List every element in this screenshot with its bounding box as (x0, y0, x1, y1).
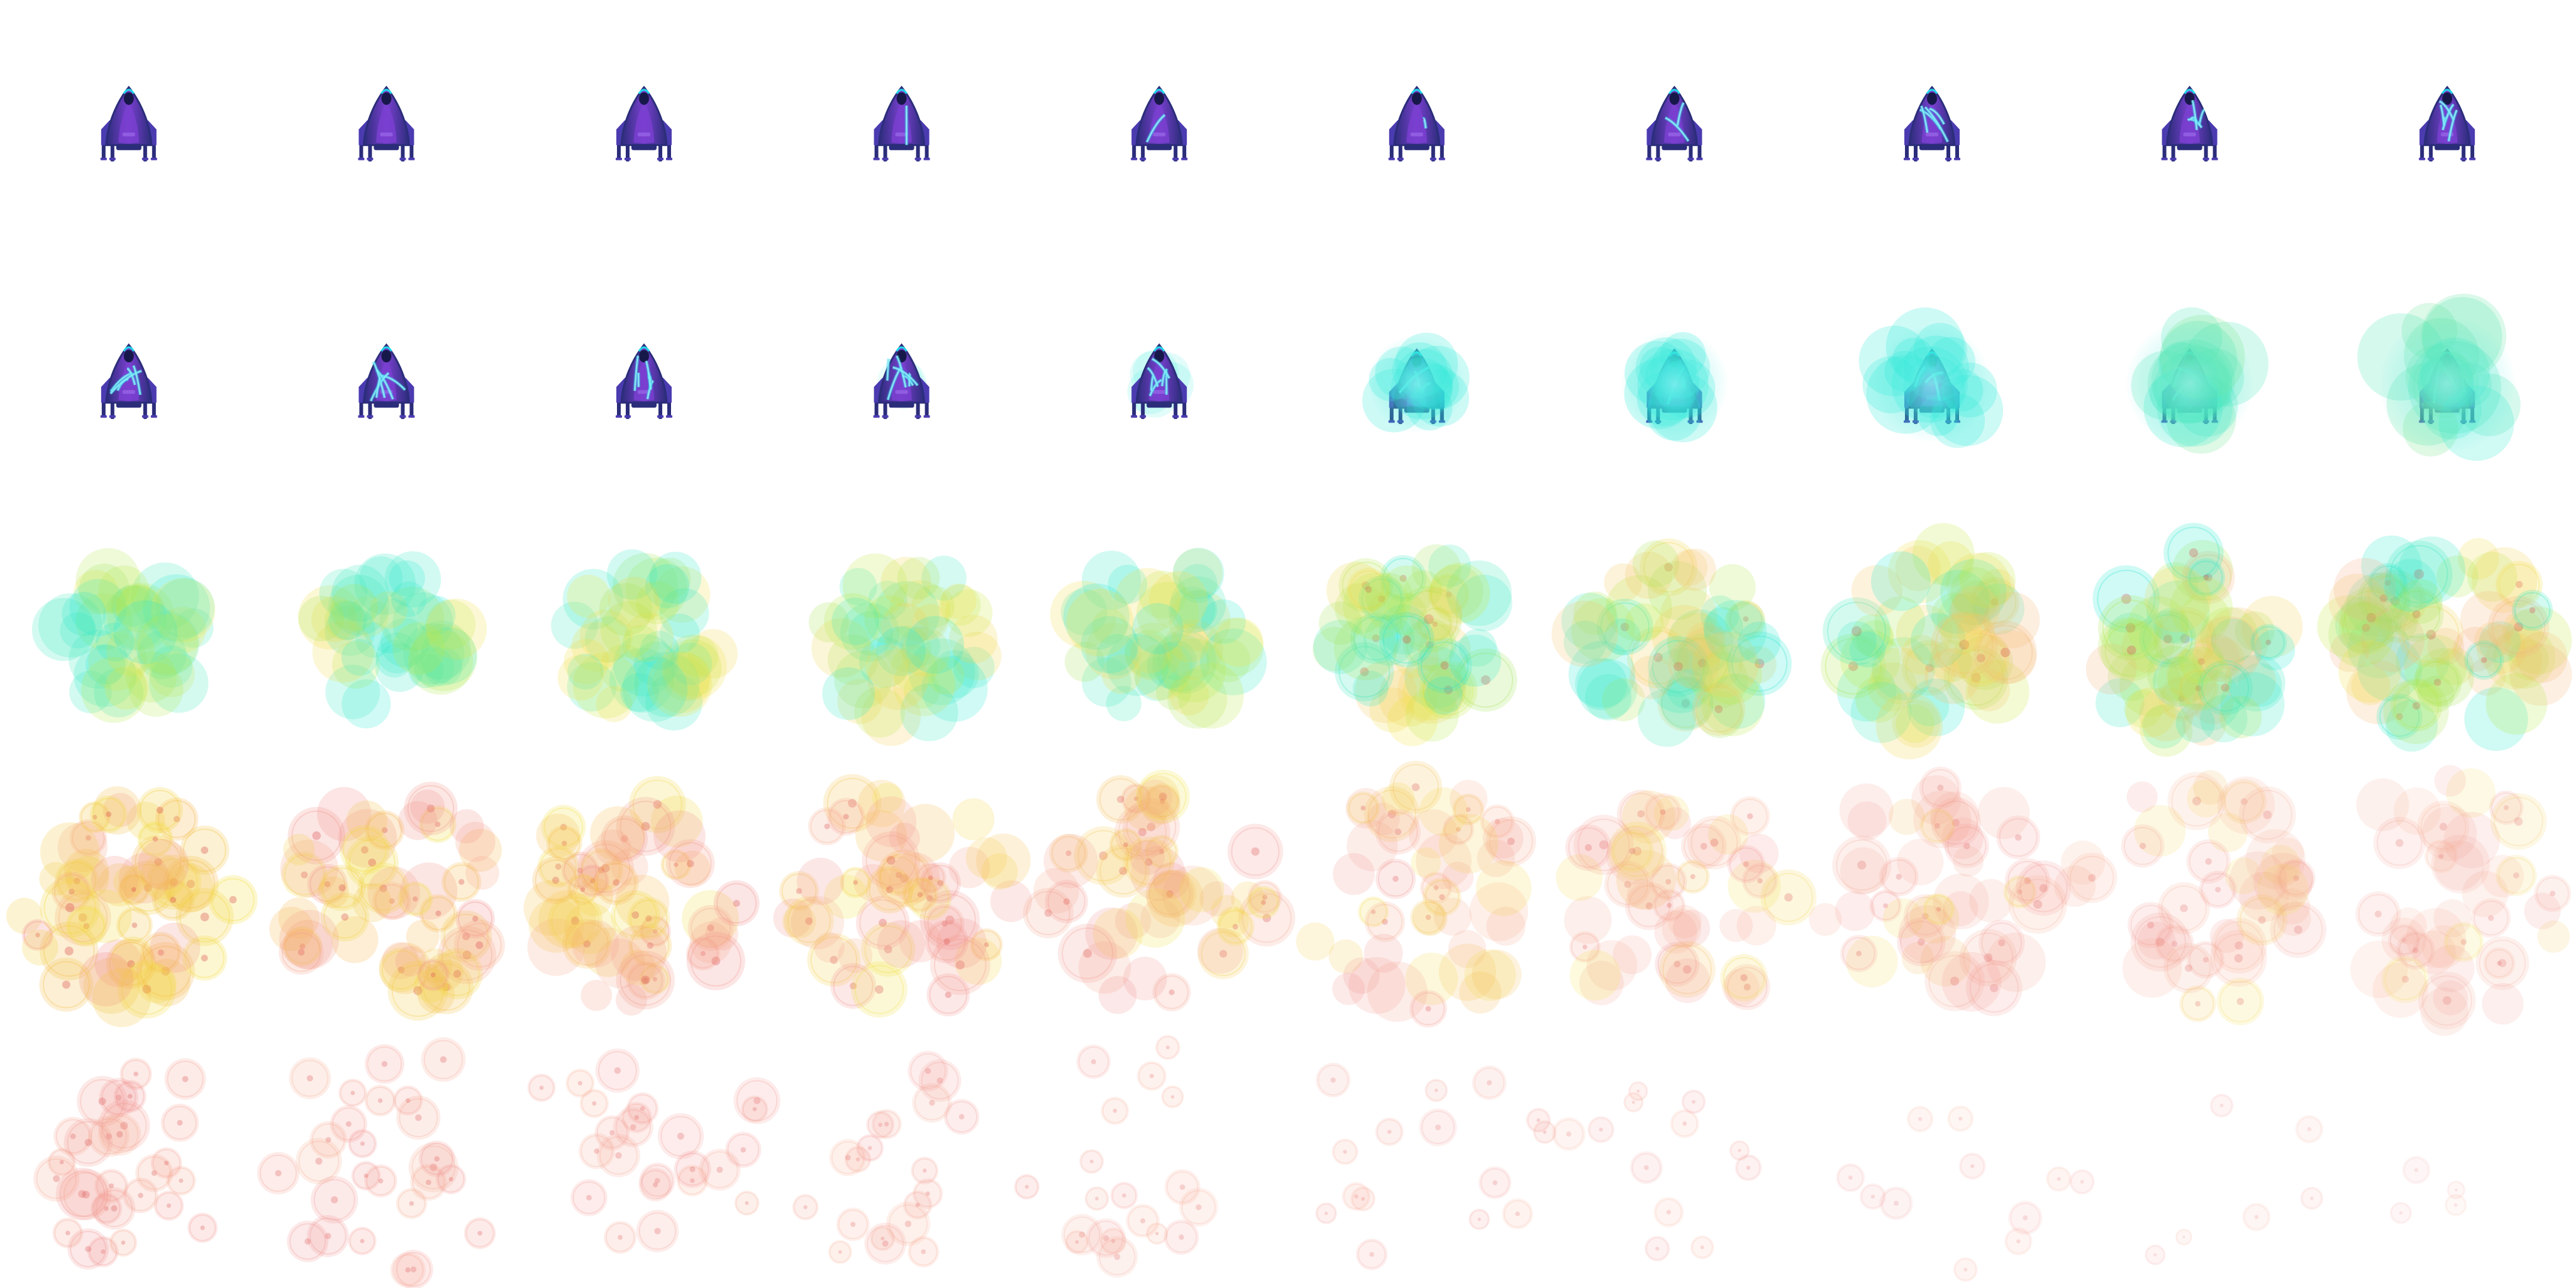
frame-43 (527, 1048, 780, 1254)
ship-sprite-4 (873, 86, 930, 162)
ship-sprite-2 (358, 86, 415, 162)
ship-sprite-5 (1131, 86, 1188, 162)
frame-9 (2161, 86, 2218, 162)
frame-30 (2317, 535, 2572, 752)
frame-34 (773, 774, 1032, 1018)
frame-36 (1296, 760, 1536, 1028)
frame-17 (1620, 330, 1729, 443)
frame-5 (1131, 86, 1188, 162)
frame-3 (616, 86, 672, 162)
frame-47 (1552, 1081, 1762, 1262)
frame-32 (269, 781, 505, 1021)
frame-44 (792, 1050, 1040, 1268)
frame-20 (2357, 293, 2521, 461)
frame-1 (100, 86, 157, 162)
frame-10 (2419, 86, 2476, 162)
ship-sprite-6 (1388, 86, 1445, 162)
frame-41 (33, 1057, 218, 1270)
frame-37 (1556, 789, 1817, 1011)
frame-15 (1127, 343, 1194, 419)
frame-6 (1388, 86, 1445, 162)
ship-sprite-1 (100, 86, 157, 162)
ship-sprite-3 (616, 86, 672, 162)
ship-sprite-15 (1131, 343, 1188, 419)
ship-sprite-8 (1904, 86, 1960, 162)
frame-28 (1820, 523, 2040, 760)
frame-49 (2069, 1093, 2324, 1265)
frame-13 (616, 343, 672, 419)
frame-12 (358, 343, 415, 419)
frame-21 (31, 548, 216, 723)
frame-26 (1313, 544, 1518, 747)
frame-16 (1362, 332, 1470, 433)
frame-38 (1809, 767, 2072, 1016)
frame-40 (2350, 765, 2572, 1036)
frame-23 (551, 549, 738, 731)
frame-29 (2085, 523, 2303, 757)
frame-42 (257, 1037, 496, 1288)
frame-19 (2125, 307, 2268, 454)
frame-24 (808, 553, 1002, 747)
ship-sprite-14 (873, 343, 930, 419)
frame-46 (1315, 1062, 1557, 1270)
ship-sprite-12 (358, 343, 415, 419)
frame-45 (1061, 1035, 1218, 1278)
frame-50 (2389, 1155, 2467, 1224)
frame-22 (297, 551, 487, 729)
frame-48 (1836, 1105, 2072, 1282)
ship-sprite-13 (616, 343, 672, 419)
frame-11 (100, 343, 157, 419)
ship-sprite-7 (1646, 86, 1703, 162)
ship-sprite-11 (100, 343, 157, 419)
frame-7 (1646, 86, 1703, 162)
frame-14 (873, 343, 930, 419)
frame-25 (1050, 548, 1267, 729)
ship-sprite-10 (2419, 86, 2476, 162)
frame-18 (1858, 307, 2004, 448)
frame-2 (358, 86, 415, 162)
frame-27 (1552, 538, 1792, 747)
frame-31 (6, 786, 258, 1028)
ship-sprite-9 (2161, 86, 2218, 162)
frame-4 (873, 86, 930, 162)
frame-33 (523, 775, 760, 1016)
frame-8 (1904, 86, 1960, 162)
frame-39 (2054, 770, 2327, 1026)
frame-35 (1023, 769, 1296, 1014)
